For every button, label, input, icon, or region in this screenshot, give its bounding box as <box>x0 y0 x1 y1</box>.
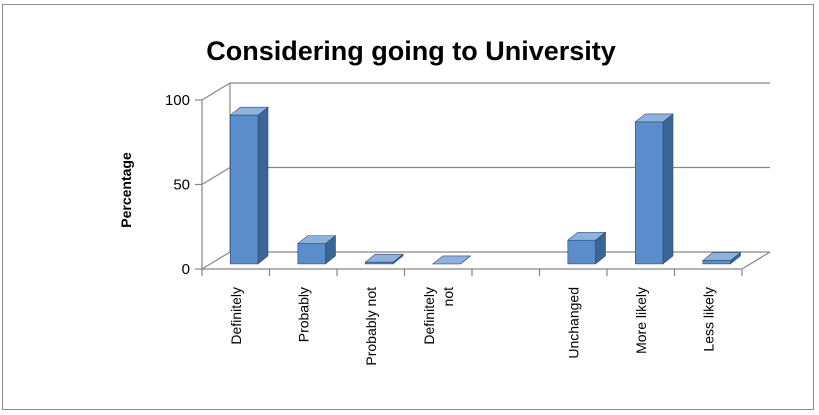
category-label: Probably not <box>363 287 379 366</box>
category-label: Definitely not <box>421 287 456 345</box>
category-label: Definitely <box>228 287 244 345</box>
bar <box>701 251 742 265</box>
bar-side <box>257 106 269 265</box>
floor-edge <box>202 251 771 270</box>
gridlines <box>201 82 770 270</box>
bar <box>566 231 607 265</box>
chart-title: Considering going to University <box>206 36 616 66</box>
bar-side <box>662 113 674 265</box>
bar <box>634 113 674 265</box>
bar-front <box>702 260 731 265</box>
bar-front <box>297 243 326 265</box>
y-tick-label: 100 <box>165 92 190 109</box>
category-label: Unchanged <box>565 287 581 359</box>
bar <box>431 255 472 265</box>
gridline-side <box>201 82 231 101</box>
y-tick-label: 0 <box>182 261 190 278</box>
bar <box>229 106 269 265</box>
bar-front <box>365 261 394 265</box>
bar-front <box>230 114 259 265</box>
category-labels: Definitely Probably Probably not Definitely… <box>228 287 717 366</box>
bar-top <box>431 255 472 265</box>
axes <box>195 83 771 276</box>
y-tick-labels: 0 50 100 <box>165 92 190 278</box>
bar <box>296 234 337 265</box>
bars <box>229 106 742 265</box>
chart-frame <box>2 4 814 410</box>
bar <box>364 253 404 265</box>
bar-front <box>567 239 596 265</box>
category-label: Probably <box>295 287 311 342</box>
category-label: More likely <box>633 287 649 354</box>
bar-top <box>364 253 404 263</box>
y-tick-label: 50 <box>173 177 190 194</box>
y-axis-label: Percentage <box>118 152 134 228</box>
gridline-side <box>201 251 231 270</box>
category-label: Less likely <box>700 287 716 352</box>
bar-front <box>635 121 664 265</box>
gridline-side <box>201 166 231 186</box>
